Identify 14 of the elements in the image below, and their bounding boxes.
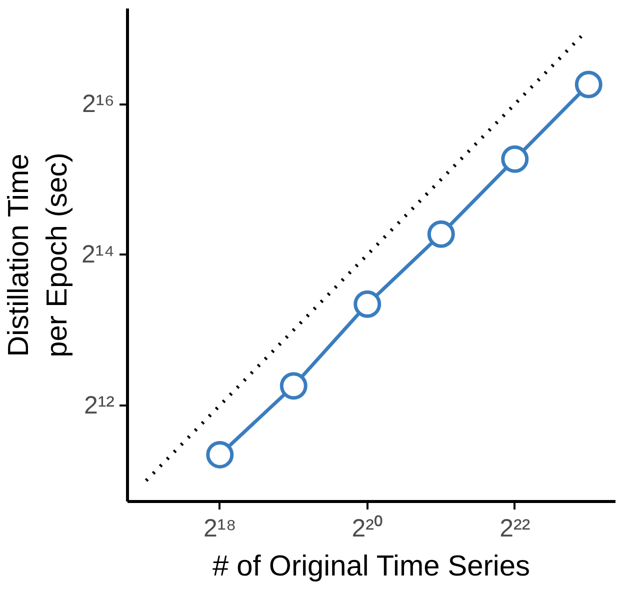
y-axis-title: Distillation Time per Epoch (sec) xyxy=(3,152,74,358)
point xyxy=(501,145,529,173)
x-tick-label: 2²⁰ xyxy=(352,514,383,542)
point xyxy=(354,290,382,318)
point xyxy=(574,70,602,98)
x-tick-label: 2¹⁸ xyxy=(204,514,236,542)
point xyxy=(427,220,455,248)
y-tick-label: 2¹⁴ xyxy=(82,240,115,269)
y-tick-label: 2¹² xyxy=(84,391,115,420)
point xyxy=(206,440,234,468)
y-tick-label: 2¹⁶ xyxy=(82,90,115,118)
x-tick-label: 2²² xyxy=(500,514,530,542)
point xyxy=(280,372,308,400)
x-axis-title: # of Original Time Series xyxy=(212,550,530,582)
